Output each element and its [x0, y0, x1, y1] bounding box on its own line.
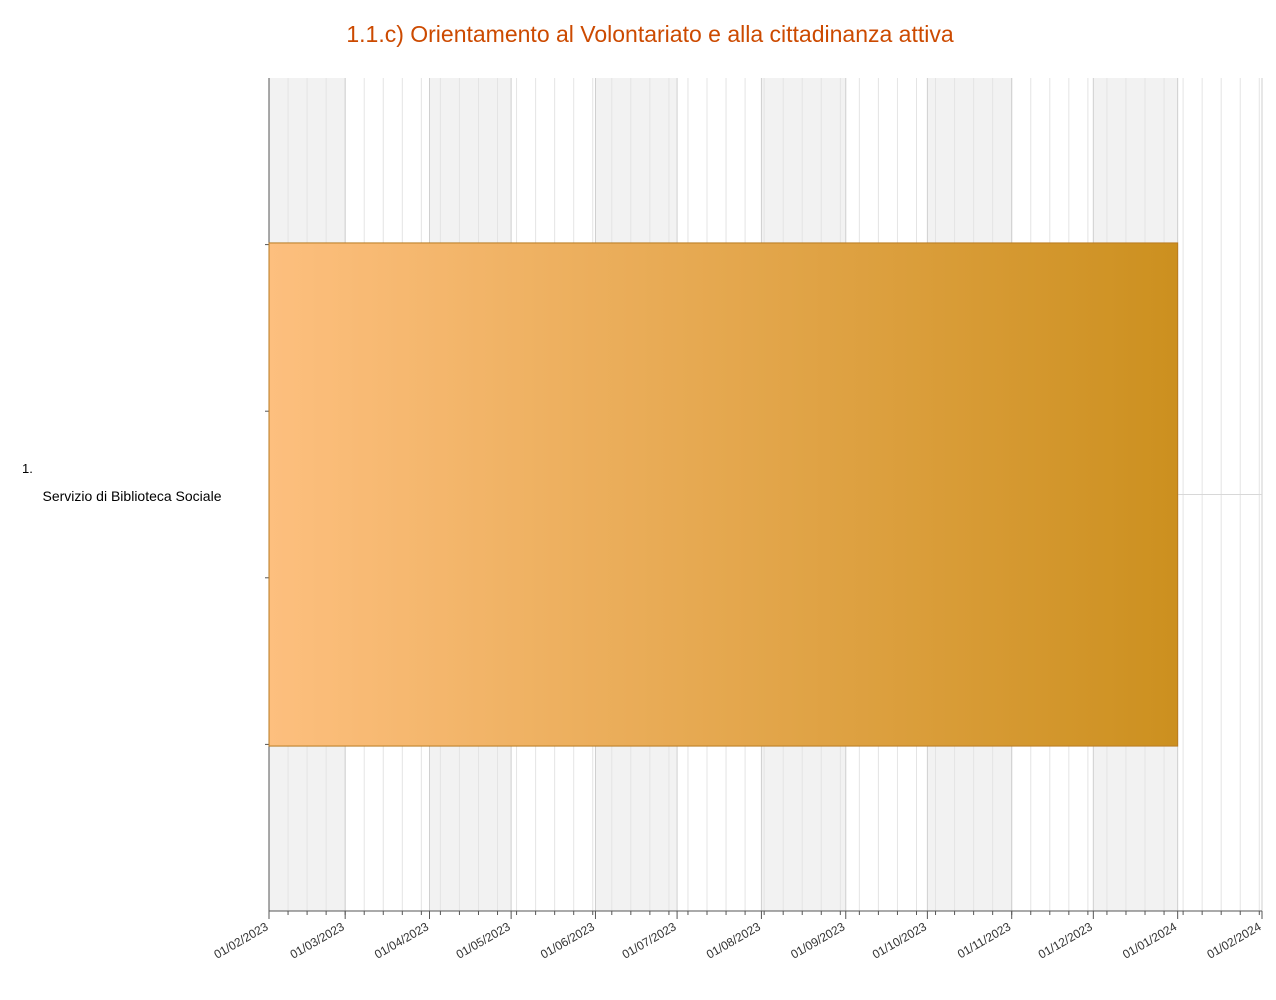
x-tick-label: 01/01/2024 [1120, 919, 1179, 961]
x-tick-label: 01/11/2023 [955, 919, 1014, 961]
x-tick-label: 01/04/2023 [372, 919, 431, 961]
x-tick-label: 01/10/2023 [870, 919, 929, 961]
category-number: 1. [22, 460, 33, 476]
x-tick-label: 01/02/2024 [1204, 919, 1263, 961]
x-tick-label: 01/09/2023 [788, 919, 847, 961]
gantt-bar [268, 242, 1179, 747]
x-tick-label: 01/02/2023 [211, 919, 270, 961]
x-tick-label: 01/03/2023 [288, 919, 347, 961]
x-tick-label: 01/12/2023 [1036, 919, 1095, 961]
category-label: Servizio di Biblioteca Sociale [42, 487, 222, 504]
chart-title: 1.1.c) Orientamento al Volontariato e al… [346, 21, 954, 47]
x-tick-label: 01/08/2023 [704, 919, 763, 961]
x-tick-label: 01/06/2023 [538, 919, 597, 961]
x-tick-label: 01/05/2023 [454, 919, 513, 961]
x-tick-label: 01/07/2023 [620, 919, 679, 961]
